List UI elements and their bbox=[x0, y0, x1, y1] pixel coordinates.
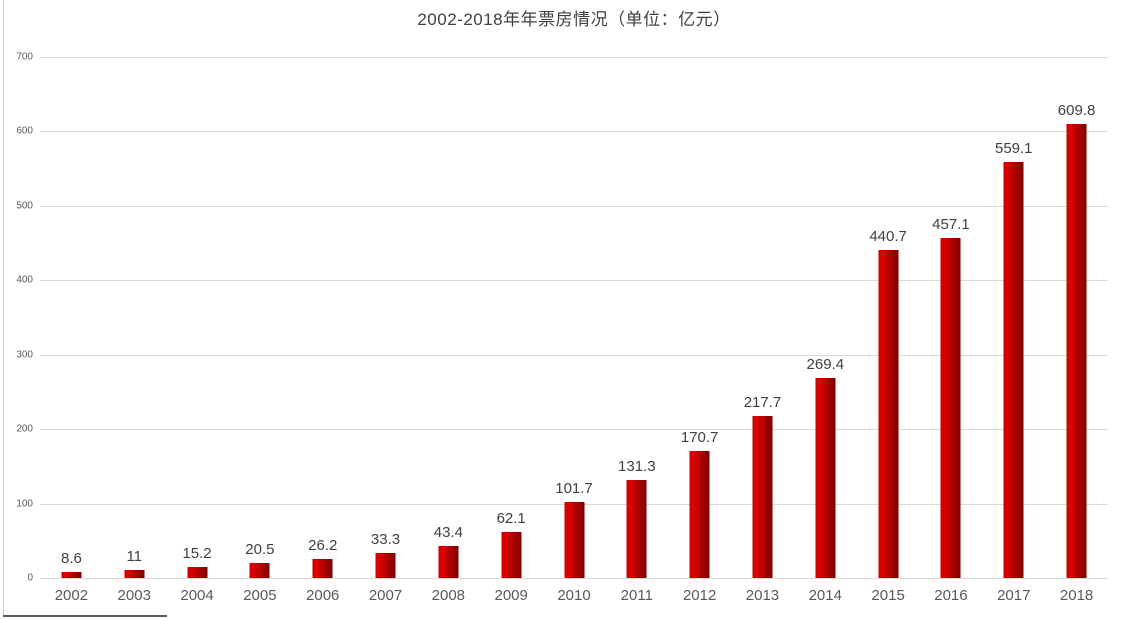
x-axis-label-2012: 2012 bbox=[682, 587, 717, 604]
gridline-y-500 bbox=[40, 205, 1108, 207]
left-border-line bbox=[3, 0, 4, 617]
y-axis-tick-label: 0 bbox=[27, 572, 33, 584]
x-axis-label-2002: 2002 bbox=[54, 587, 89, 604]
x-axis-label-2016: 2016 bbox=[934, 587, 968, 604]
gridline-y-700 bbox=[40, 57, 1108, 58]
bar-slot-2008: 43.4 2008 bbox=[417, 57, 480, 604]
bar-slot-2012: 170.7 2012 bbox=[668, 57, 731, 604]
bar-2015 bbox=[878, 250, 899, 578]
data-label-2002: 8.6 bbox=[60, 549, 82, 567]
gridline-y-200 bbox=[40, 429, 1108, 431]
bar-2013 bbox=[752, 415, 773, 578]
bottom-partial-border bbox=[3, 615, 167, 617]
x-axis-label-2007: 2007 bbox=[368, 587, 403, 604]
bar-slot-2002: 8.6 2002 bbox=[40, 57, 103, 604]
x-axis-label-2008: 2008 bbox=[431, 587, 466, 604]
y-axis-tick-label: 500 bbox=[16, 200, 33, 212]
data-label-2003: 11 bbox=[126, 547, 143, 565]
bar-slot-2011: 131.3 2011 bbox=[605, 57, 668, 604]
bar-2016 bbox=[940, 237, 961, 578]
data-label-2011: 131.3 bbox=[618, 458, 656, 476]
bar-slot-2004: 15.2 2004 bbox=[166, 57, 229, 604]
data-label-2018: 609.8 bbox=[1057, 102, 1096, 120]
data-label-2006: 26.2 bbox=[308, 536, 338, 554]
x-axis-label-2014: 2014 bbox=[808, 587, 842, 604]
bar-slot-2018: 609.8 2018 bbox=[1045, 57, 1108, 604]
x-axis-label-2013: 2013 bbox=[745, 587, 780, 604]
data-label-2014: 269.4 bbox=[806, 355, 845, 373]
bar-slot-2005: 20.5 2005 bbox=[228, 57, 291, 604]
data-label-2017: 559.1 bbox=[994, 139, 1033, 157]
x-axis-label-2005: 2005 bbox=[243, 587, 277, 604]
y-axis-tick-label: 700 bbox=[16, 51, 33, 63]
bar-2011 bbox=[626, 480, 647, 578]
bar-2003 bbox=[124, 569, 145, 578]
x-axis-label-2003: 2003 bbox=[117, 587, 151, 604]
gridline-y-300 bbox=[40, 354, 1108, 356]
bar-slot-2006: 26.2 2006 bbox=[291, 57, 354, 605]
data-label-2005: 20.5 bbox=[245, 540, 275, 558]
y-axis-tick-label: 300 bbox=[16, 349, 33, 361]
bar-slot-2003: 11 2003 bbox=[103, 57, 166, 604]
x-axis-label-2011: 2011 bbox=[620, 587, 653, 604]
bar-slot-2009: 62.1 2009 bbox=[480, 57, 543, 604]
x-axis-label-2010: 2010 bbox=[557, 587, 591, 604]
data-label-2013: 217.7 bbox=[743, 393, 782, 411]
bar-2012 bbox=[689, 450, 710, 578]
data-label-2012: 170.7 bbox=[680, 428, 719, 446]
plot-area: 0 100 200 300 400 500 600 700 8.6 2002 11 2003 15.2 2… bbox=[16, 52, 1108, 605]
x-axis-label-2009: 2009 bbox=[494, 587, 528, 604]
gridline-y-600 bbox=[40, 131, 1108, 133]
y-axis-tick-label: 600 bbox=[16, 125, 33, 137]
x-axis-label-2018: 2018 bbox=[1059, 587, 1094, 604]
bar-2004 bbox=[187, 566, 208, 578]
bar-slot-2016: 457.1 2016 bbox=[919, 57, 982, 604]
x-axis-label-2015: 2015 bbox=[871, 587, 905, 604]
bar-2014 bbox=[815, 377, 836, 578]
y-axis-tick-label: 400 bbox=[16, 274, 33, 286]
bar-2005 bbox=[249, 562, 270, 578]
bar-2009 bbox=[501, 531, 522, 578]
data-label-2007: 33.3 bbox=[370, 531, 401, 549]
x-axis-label-2004: 2004 bbox=[180, 587, 214, 604]
bar-2018 bbox=[1066, 124, 1087, 578]
data-label-2009: 62.1 bbox=[496, 509, 526, 527]
bar-slot-2010: 101.7 2010 bbox=[543, 57, 606, 604]
gridline-y-400 bbox=[40, 280, 1108, 282]
bar-slot-2007: 33.3 2007 bbox=[354, 57, 417, 604]
bar-slot-2017: 559.1 2017 bbox=[982, 57, 1045, 604]
gridline-y-0 bbox=[40, 578, 1108, 579]
bar-2006 bbox=[312, 558, 333, 578]
bar-slot-2014: 269.4 2014 bbox=[794, 57, 857, 605]
data-label-2008: 43.4 bbox=[433, 523, 463, 541]
bar-slot-2015: 440.7 2015 bbox=[857, 57, 920, 604]
y-axis-tick-label: 200 bbox=[16, 423, 33, 435]
bar-2010 bbox=[564, 502, 584, 578]
bar-2007 bbox=[375, 553, 396, 578]
data-label-2010: 101.7 bbox=[555, 480, 593, 498]
chart-title: 2002-2018年年票房情况（单位：亿元） bbox=[417, 10, 731, 29]
y-axis-tick-label: 100 bbox=[16, 498, 33, 510]
bar-2008 bbox=[438, 545, 459, 578]
x-axis-label-2017: 2017 bbox=[997, 587, 1031, 604]
bar-2002 bbox=[61, 571, 82, 578]
data-label-2004: 15.2 bbox=[182, 544, 212, 562]
x-axis-label-2006: 2006 bbox=[306, 587, 340, 604]
data-label-2016: 457.1 bbox=[932, 215, 970, 233]
data-label-2015: 440.7 bbox=[869, 228, 907, 245]
bar-2017 bbox=[1003, 161, 1024, 578]
bar-slot-2013: 217.7 2013 bbox=[731, 57, 794, 604]
